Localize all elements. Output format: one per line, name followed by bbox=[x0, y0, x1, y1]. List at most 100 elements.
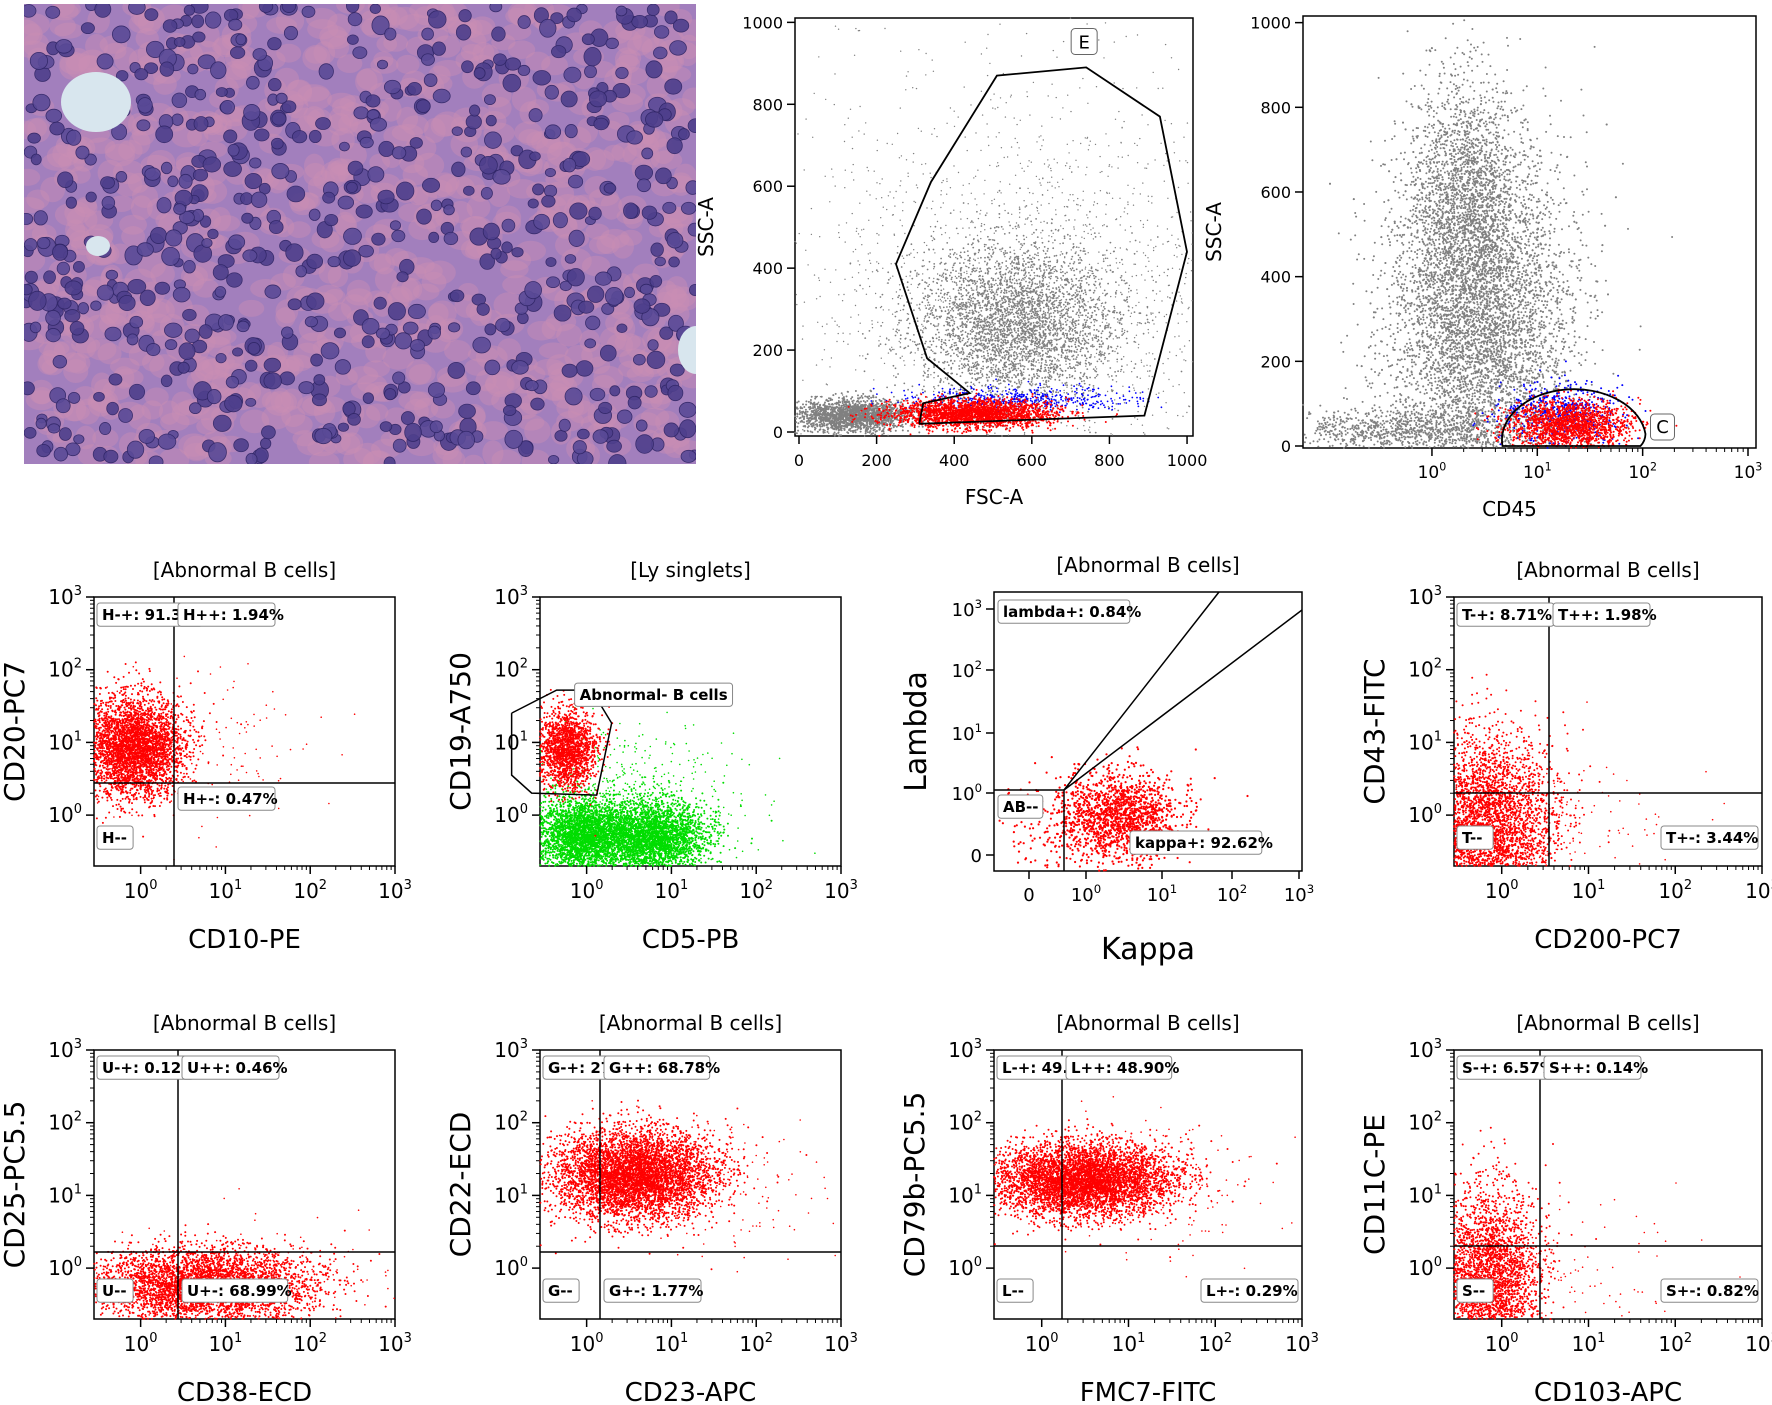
quadrant-label-text: L+-: 0.29% bbox=[1206, 1282, 1298, 1300]
x-tick-label: 102 bbox=[1658, 1331, 1692, 1356]
y-axis-label: CD11C-PE bbox=[1358, 1114, 1391, 1255]
y-tick-label: 102 bbox=[1408, 1110, 1442, 1135]
quadrant-label-text: T++: 1.98% bbox=[1558, 606, 1657, 624]
y-tick-label: 0 bbox=[1281, 437, 1291, 456]
flow-cytometry-figure: 0 200 400 600 800 100002004006008001000FSC-AS… bbox=[0, 0, 1772, 1405]
x-tick-label: 400 bbox=[939, 451, 970, 470]
quadrant-label-bl: G-- bbox=[543, 1279, 579, 1302]
quadrant-label-text: T-+: 8.71% bbox=[1462, 606, 1552, 624]
sparse-events bbox=[997, 1096, 1296, 1277]
y-tick-label: 102 bbox=[48, 1110, 82, 1135]
quadrant-label-tr: G++: 68.78% bbox=[604, 1056, 720, 1079]
quadrant-label-text: U++: 0.46% bbox=[187, 1059, 288, 1077]
quadrant-label-bl: T-- bbox=[1457, 826, 1493, 849]
quadrant-label-br: T+-: 3.44% bbox=[1661, 826, 1758, 849]
quadrant-label-text: H++: 1.94% bbox=[183, 606, 284, 624]
quadrant-label-text: G++: 68.78% bbox=[609, 1059, 720, 1077]
x-tick-label: 100 bbox=[1485, 1331, 1519, 1356]
x-tick-label: 0 bbox=[794, 451, 804, 470]
panel-title: [Ly singlets] bbox=[630, 558, 751, 582]
quadrant-label-bl: L-- bbox=[997, 1279, 1033, 1302]
event-cloud bbox=[93, 1223, 386, 1320]
event-cloud bbox=[993, 1118, 1278, 1258]
x-tick-label: 102 bbox=[1658, 878, 1692, 903]
y-tick-label: 100 bbox=[494, 1255, 528, 1280]
x-tick-label: 100 bbox=[1025, 1331, 1059, 1356]
x-tick-label: 102 bbox=[293, 878, 327, 903]
panel-title: [Abnormal B cells] bbox=[1516, 558, 1699, 582]
quadrant-label-text: L++: 48.90% bbox=[1071, 1059, 1179, 1077]
x-tick-label: 101 bbox=[209, 878, 243, 903]
x-tick-label: 102 bbox=[739, 1331, 773, 1356]
y-tick-label: 102 bbox=[1408, 657, 1442, 682]
quadrant-label-AB: AB-- bbox=[998, 795, 1043, 818]
quadrant-label-br: H+-: 0.47% bbox=[178, 787, 278, 810]
x-tick-label: 101 bbox=[1112, 1331, 1146, 1356]
panel-title: [Abnormal B cells] bbox=[153, 1011, 336, 1035]
x-tick-label: 100 bbox=[124, 1331, 158, 1356]
quadrant-label-text: kappa+: 92.62% bbox=[1135, 834, 1273, 852]
y-tick-label: 103 bbox=[952, 597, 982, 621]
quadrant-label-text: S+-: 0.82% bbox=[1666, 1282, 1759, 1300]
quadrant-label-tr: U++: 0.46% bbox=[182, 1056, 288, 1079]
x-tick-label: 103 bbox=[824, 878, 858, 903]
y-tick-label: 100 bbox=[952, 781, 982, 805]
quadrant-label-br: G+-: 1.77% bbox=[604, 1279, 703, 1302]
y-tick-label: 103 bbox=[1408, 1037, 1442, 1062]
gate-label-text: E bbox=[1078, 33, 1089, 54]
y-tick-label: 101 bbox=[1408, 1182, 1442, 1207]
y-tick-label: 100 bbox=[48, 802, 82, 827]
x-tick-label: 0 bbox=[1023, 885, 1034, 906]
x-tick-label: 102 bbox=[293, 1331, 327, 1356]
quadrant-label-text: S-- bbox=[1462, 1282, 1485, 1300]
quadrant-label-br: U+-: 68.99% bbox=[182, 1279, 292, 1302]
quadrant-label-bl: U-- bbox=[97, 1279, 133, 1302]
y-tick-label: 103 bbox=[494, 1037, 528, 1062]
y-tick-label: 101 bbox=[948, 1182, 982, 1207]
y-tick-label: 200 bbox=[1260, 352, 1291, 371]
x-tick-label: 103 bbox=[1734, 460, 1763, 483]
quadrant-label-text: G-- bbox=[548, 1282, 573, 1300]
y-tick-label: 102 bbox=[952, 658, 982, 682]
quadrant-label-tr: T++: 1.98% bbox=[1553, 603, 1657, 626]
quadrant-label-text: Abnormal- B cells bbox=[580, 686, 728, 704]
x-axis-label: FSC-A bbox=[965, 485, 1024, 509]
quadrant-label-text: S++: 0.14% bbox=[1549, 1059, 1648, 1077]
y-axis-label: CD20-PC7 bbox=[0, 661, 31, 802]
y-axis-label: CD19-A750 bbox=[444, 652, 477, 811]
panel-title: [Abnormal B cells] bbox=[1516, 1011, 1699, 1035]
y-tick-label: 103 bbox=[1408, 584, 1442, 609]
y-tick-label: 101 bbox=[48, 1182, 82, 1207]
x-tick-label: 102 bbox=[1198, 1331, 1232, 1356]
x-tick-label: 101 bbox=[655, 1331, 689, 1356]
granulocyte-cloud bbox=[1329, 19, 1673, 448]
x-tick-label: 103 bbox=[1284, 882, 1314, 906]
quadrant-label-br: S+-: 0.82% bbox=[1661, 1279, 1759, 1302]
x-tick-label: 101 bbox=[1147, 882, 1177, 906]
quadrant-label-bl: H-- bbox=[97, 826, 133, 849]
y-tick-label: 800 bbox=[1260, 98, 1291, 117]
y-tick-label: 101 bbox=[48, 729, 82, 754]
y-tick-label: 600 bbox=[752, 177, 783, 196]
y-tick-label: 102 bbox=[494, 1110, 528, 1135]
y-tick-label: 101 bbox=[1408, 729, 1442, 754]
y-tick-label: 0 bbox=[971, 846, 982, 867]
x-tick-label: 102 bbox=[1628, 460, 1657, 483]
quadrant-label-tl: T-+: 8.71% bbox=[1457, 603, 1554, 626]
x-tick-label: 102 bbox=[1217, 882, 1247, 906]
y-axis-label: SSC-A bbox=[1202, 202, 1226, 262]
x-tick-label: 101 bbox=[1572, 1331, 1606, 1356]
x-tick-label: 103 bbox=[1745, 1331, 1772, 1356]
y-axis-label: SSC-A bbox=[694, 197, 718, 257]
x-tick-label: 200 bbox=[861, 451, 892, 470]
y-tick-label: 102 bbox=[948, 1110, 982, 1135]
y-tick-label: 100 bbox=[1408, 802, 1442, 827]
x-axis-label: CD103-APC bbox=[1534, 1378, 1682, 1405]
x-tick-label: 100 bbox=[1071, 882, 1101, 906]
y-tick-label: 103 bbox=[948, 1037, 982, 1062]
y-tick-label: 100 bbox=[48, 1255, 82, 1280]
x-axis-label: CD10-PE bbox=[188, 925, 301, 955]
x-tick-label: 101 bbox=[1523, 460, 1552, 483]
y-axis-label: CD25-PC5.5 bbox=[0, 1101, 31, 1269]
y-tick-label: 400 bbox=[752, 259, 783, 278]
